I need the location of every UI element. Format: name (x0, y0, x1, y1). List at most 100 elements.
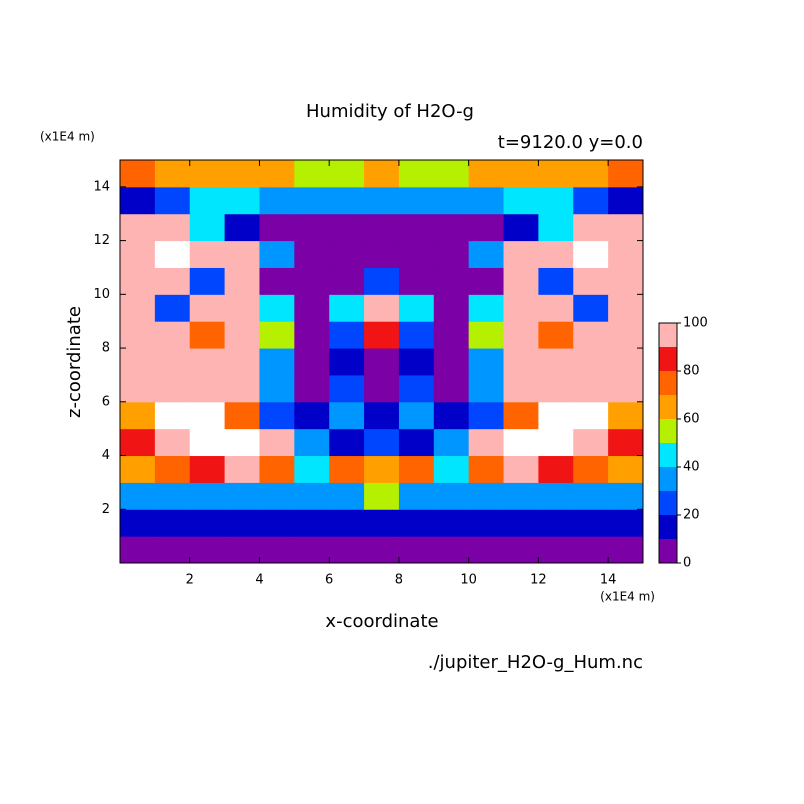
contour-cell (608, 536, 644, 564)
contour-cell (294, 374, 330, 403)
contour-cell (503, 455, 539, 483)
colorbar-swatch (659, 515, 677, 539)
contour-cell (573, 348, 609, 376)
contour-cell (294, 536, 330, 564)
contour-cell (329, 348, 365, 376)
contour-cell (573, 240, 609, 268)
contour-cell (573, 294, 609, 322)
contour-cell (608, 401, 644, 430)
contour-cell (364, 267, 400, 295)
contour-cell (154, 374, 191, 403)
contour-cell (503, 240, 539, 268)
contour-cell (189, 536, 226, 564)
contour-cell (503, 348, 539, 376)
contour-cell (329, 536, 365, 564)
contour-cell (538, 455, 574, 483)
contour-cell (538, 213, 574, 242)
x-tick-label: 4 (255, 573, 263, 588)
contour-cell (120, 267, 156, 295)
contour-cell (573, 455, 609, 483)
contour-cell (259, 428, 295, 457)
contour-cell (573, 374, 609, 403)
contour-cell (608, 267, 644, 295)
chart-title: Humidity of H2O-g (306, 101, 474, 122)
contour-cell (154, 455, 191, 483)
colorbar-tick-label: 80 (683, 364, 700, 379)
contour-cell (154, 536, 191, 564)
contour-cell (398, 294, 435, 322)
contour-cell (329, 240, 365, 268)
contour-cell (224, 348, 260, 376)
contour-cell (538, 321, 574, 349)
contour-cell (538, 348, 574, 376)
contour-cell (329, 186, 365, 215)
contour-cell (294, 240, 330, 268)
contour-cell (364, 294, 400, 322)
contour-cell (538, 267, 574, 295)
contour-cell (503, 213, 539, 242)
y-tick-label: 2 (102, 502, 110, 517)
contour-cell (364, 348, 400, 376)
contour-cell (154, 428, 191, 457)
contour-cell (468, 348, 505, 376)
contour-cell (294, 455, 330, 483)
contour-cell (259, 186, 295, 215)
contour-cell (154, 213, 191, 242)
contour-cell (503, 401, 539, 430)
x-tick-label: 12 (530, 573, 547, 588)
contour-cell (120, 482, 156, 510)
contour-cell (364, 321, 400, 349)
contour-cell (433, 509, 470, 537)
contour-cell (189, 321, 226, 349)
contour-cell (259, 509, 295, 537)
contour-cell (224, 160, 260, 188)
x-tick-label: 8 (395, 573, 403, 588)
colorbar-tick-label: 40 (683, 460, 700, 475)
colorbar-swatch (659, 467, 677, 491)
contour-cell (189, 348, 226, 376)
contour-cell (608, 186, 644, 215)
contour-cell (433, 536, 470, 564)
contour-cell (573, 536, 609, 564)
contour-cell (608, 509, 644, 537)
contour-cell (503, 536, 539, 564)
y-axis-title: z-coordinate (64, 306, 85, 418)
contour-cell (538, 186, 574, 215)
contour-cell (224, 186, 260, 215)
contour-cell (503, 482, 539, 510)
contour-cell (433, 401, 470, 430)
contour-cell (329, 213, 365, 242)
contour-cell (259, 455, 295, 483)
x-axis-title: x-coordinate (325, 611, 438, 632)
contour-cell (364, 160, 400, 188)
contour-cell (189, 428, 226, 457)
contour-cell (154, 240, 191, 268)
contour-cell (468, 160, 505, 188)
contour-cell (224, 509, 260, 537)
contour-cell (468, 213, 505, 242)
contour-cell (538, 482, 574, 510)
contour-cell (503, 428, 539, 457)
contour-cell (154, 482, 191, 510)
contour-cell (329, 455, 365, 483)
contour-cell (224, 455, 260, 483)
contour-cell (189, 374, 226, 403)
colorbar-swatch (659, 371, 677, 395)
contour-cell (294, 267, 330, 295)
x-tick-label: 14 (600, 573, 617, 588)
contour-cell (364, 240, 400, 268)
colorbar-swatch (659, 491, 677, 515)
y-unit: (x1E4 m) (40, 130, 95, 144)
contour-cell (503, 186, 539, 215)
contour-cell (398, 321, 435, 349)
contour-cell (329, 267, 365, 295)
contour-cell (224, 536, 260, 564)
x-unit: (x1E4 m) (600, 590, 655, 604)
contour-cell (120, 509, 156, 537)
contour-cell (573, 482, 609, 510)
contour-cell (538, 509, 574, 537)
contour-cell (259, 160, 295, 188)
contour-cell (573, 267, 609, 295)
contour-cell (120, 401, 156, 430)
contour-cell (154, 321, 191, 349)
